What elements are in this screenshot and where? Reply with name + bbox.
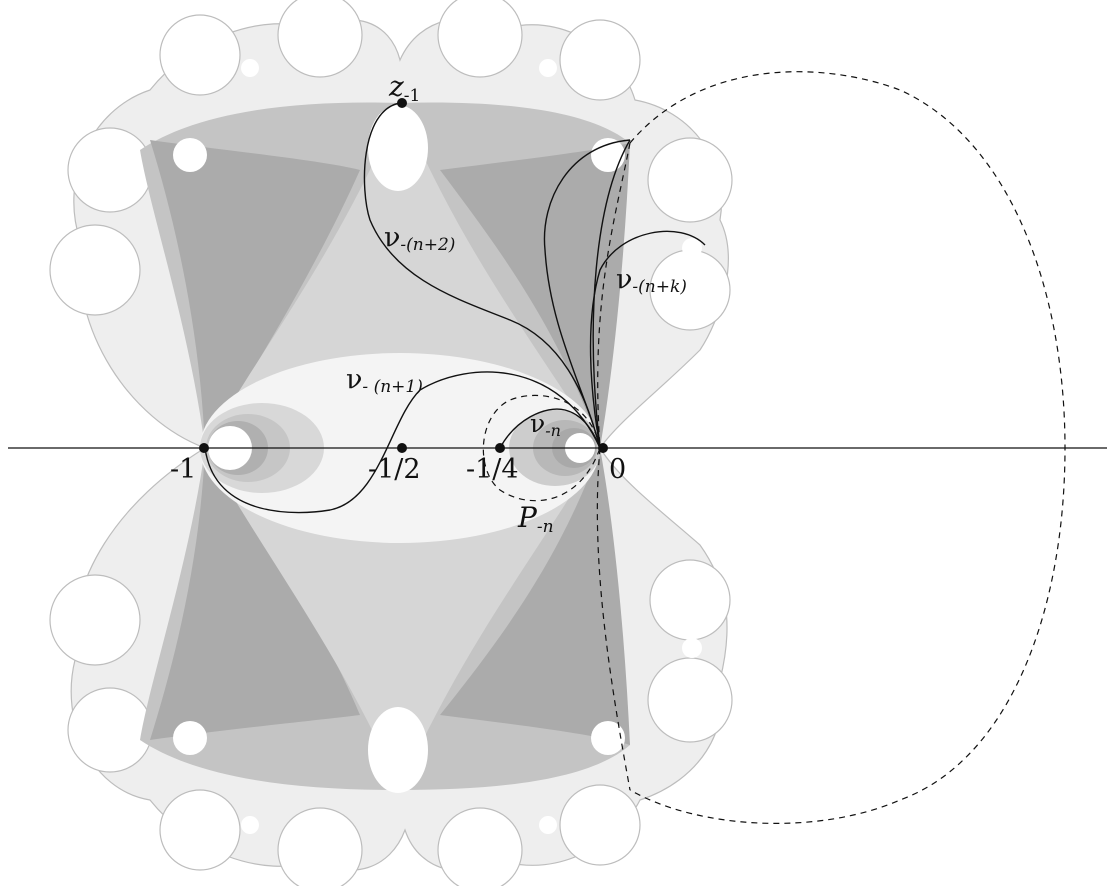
region-dark-bottom-left	[150, 448, 360, 740]
label-nu-n2-main: ν	[384, 222, 400, 253]
label-nu-n: ν-n	[530, 409, 561, 440]
label-neg-half: -1/2	[368, 454, 421, 485]
curve-nu-nk-outer	[543, 139, 631, 449]
dashed-arc-zero	[596, 142, 631, 791]
curve-nu-nk-mid	[592, 139, 631, 449]
label-z1-main: z	[388, 70, 404, 103]
marked-points	[199, 98, 608, 453]
outer-scallops	[49, 0, 733, 886]
label-nu-n1-main: ν	[346, 364, 362, 395]
point-neg-quarter	[495, 443, 505, 453]
curve-nu-n2	[363, 102, 601, 449]
dashed-circle-p-n	[482, 394, 601, 502]
curve-nu-n	[499, 408, 601, 449]
region-dark-top-right	[440, 143, 630, 448]
point-zero	[598, 443, 608, 453]
label-neg-one: -1	[170, 454, 196, 485]
label-nu-n2: ν-(n+2)	[384, 222, 455, 255]
label-nu-n2-sub: -(n+2)	[400, 235, 455, 255]
label-zero: 0	[609, 454, 626, 485]
point-neg-half	[397, 443, 407, 453]
region-dark-top-left	[150, 140, 360, 448]
label-nu-nk-sub: -(n+k)	[632, 277, 687, 297]
curves	[204, 102, 706, 514]
point-neg-one	[199, 443, 209, 453]
point-z1	[397, 98, 407, 108]
region-light-center-top	[205, 103, 600, 448]
label-z1: z-1	[388, 70, 420, 106]
curve-nu-n1	[204, 371, 601, 514]
region-light-center-bottom	[205, 448, 600, 790]
label-nu-n-main: ν	[530, 409, 545, 438]
dashed-big-circle	[629, 71, 1066, 824]
curve-nu-nk-inner	[589, 230, 706, 449]
label-nu-nk-main: ν	[616, 264, 632, 295]
region-dark-bottom-right	[440, 448, 630, 745]
holes	[100, 59, 702, 834]
label-p-n: P-n	[517, 501, 554, 537]
fractal-region	[40, 0, 760, 886]
axis-labels: -1 -1/2 -1/4 0	[170, 454, 626, 485]
label-nu-nk: ν-(n+k)	[616, 264, 687, 297]
label-nu-n1: ν- (n+1)	[346, 364, 423, 397]
label-nu-n1-sub: - (n+1)	[362, 377, 422, 397]
label-nu-n-sub: -n	[545, 421, 561, 440]
label-z1-sub: -1	[404, 86, 421, 106]
label-p-n-sub: -n	[537, 517, 554, 537]
label-neg-quarter: -1/4	[466, 454, 519, 485]
label-p-n-main: P	[517, 501, 538, 534]
